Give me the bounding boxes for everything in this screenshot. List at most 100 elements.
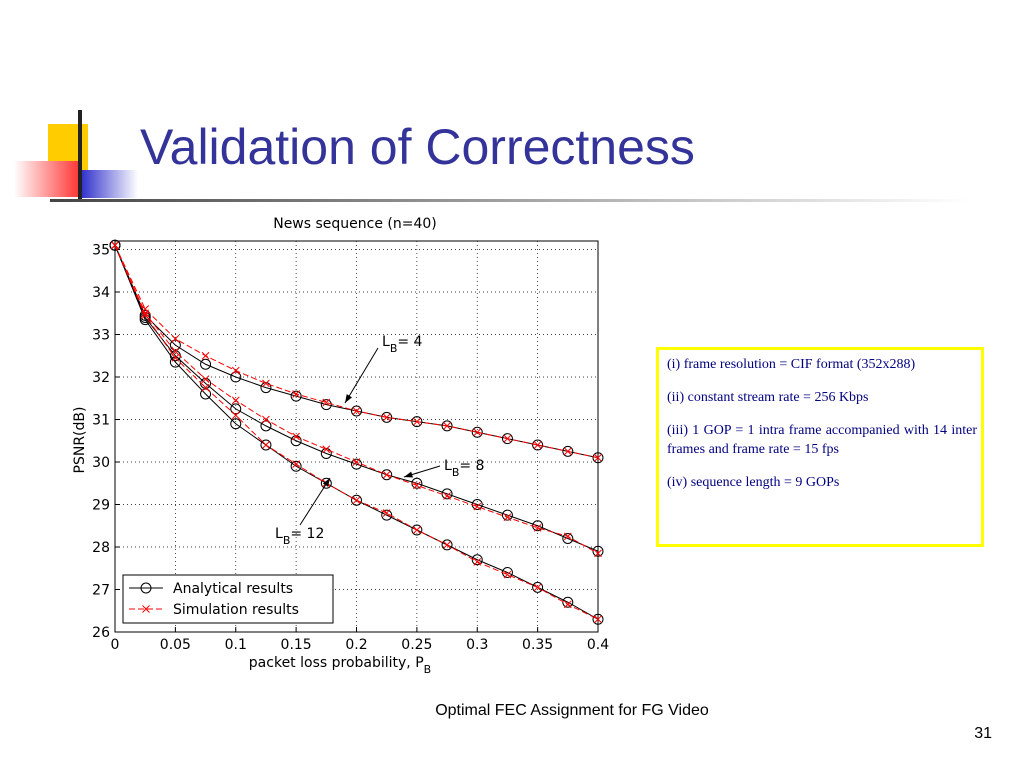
title-rule: [50, 199, 970, 202]
point-marker: [473, 558, 482, 566]
page-number: 31: [974, 725, 992, 742]
y-axis-label: PSNR(dB): [72, 407, 88, 474]
point-marker: [443, 492, 451, 500]
point-marker: [351, 494, 362, 506]
point-marker: [381, 509, 393, 521]
point-marker: [594, 453, 602, 462]
point-marker: [260, 382, 272, 394]
deco-blue: [82, 170, 138, 198]
point-marker: [533, 441, 542, 449]
point-marker: [501, 509, 513, 521]
point-marker: [351, 405, 362, 417]
point-marker: [381, 411, 393, 423]
point-marker: [471, 426, 483, 438]
point-marker: [169, 339, 181, 351]
point-marker: [290, 435, 302, 447]
point-marker: [501, 433, 513, 445]
point-marker: [352, 496, 361, 505]
note: (iv) sequence length = 9 GOPs: [667, 475, 840, 490]
legend-marker: [142, 605, 150, 613]
point-marker: [352, 458, 361, 466]
point-marker: [471, 554, 483, 566]
point-marker: [200, 358, 212, 370]
y-tick-label: 31: [92, 413, 110, 429]
point-marker: [443, 541, 451, 549]
x-tick-label: 0.15: [281, 637, 312, 653]
point-marker: [382, 470, 391, 479]
point-marker: [443, 422, 451, 430]
x-axis-label: packet loss probability, PB: [249, 655, 431, 676]
point-marker: [262, 415, 270, 424]
legend-label: Simulation results: [173, 602, 299, 618]
point-marker: [532, 581, 544, 593]
annotation-sub: B: [283, 534, 291, 547]
y-tick-label: 32: [92, 370, 110, 386]
y-tick-label: 35: [92, 243, 110, 259]
point-marker: [592, 613, 604, 625]
point-marker: [441, 420, 453, 432]
point-marker: [290, 390, 302, 402]
notes-box: (i) frame resolution = CIF format (352x2…: [656, 347, 984, 547]
note: (ii) constant stream rate = 256 Kbps: [667, 390, 869, 405]
point-marker: [290, 460, 302, 472]
point-marker: [382, 509, 391, 517]
x-tick-label: 0.05: [160, 637, 191, 653]
note: (iii) 1 GOP = 1 intra frame accompanied …: [667, 423, 977, 457]
x-tick-label: 0.2: [345, 637, 367, 653]
point-marker: [533, 524, 542, 532]
annotation: LB= 8: [444, 458, 484, 479]
point-marker: [292, 460, 300, 468]
annotation-arrow: [299, 477, 331, 526]
x-label-text: packet loss probability, P: [249, 655, 424, 671]
point-marker: [322, 398, 331, 407]
point-marker: [533, 583, 542, 592]
point-marker: [141, 311, 150, 320]
point-marker: [201, 375, 210, 383]
annotation-text: L: [275, 526, 283, 542]
point-marker: [503, 434, 512, 443]
point-marker: [320, 399, 332, 411]
point-marker: [141, 309, 150, 318]
y-tick-label: 33: [92, 328, 110, 344]
point-marker: [411, 416, 423, 428]
chart-title: News sequence (n=40): [273, 216, 437, 232]
point-marker: [562, 533, 574, 544]
point-marker: [413, 417, 421, 426]
annotation: LB= 12: [275, 526, 324, 547]
point-marker: [503, 513, 512, 522]
series-line: [114, 245, 599, 552]
point-marker: [201, 351, 210, 360]
point-marker: [322, 445, 331, 454]
legend-box: [122, 574, 334, 624]
point-marker: [171, 354, 180, 362]
point-marker: [562, 596, 574, 608]
arrow-head: [345, 394, 352, 403]
point-marker: [413, 481, 421, 490]
x-tick-label: 0.4: [587, 637, 609, 653]
x-tick-label: 0: [111, 637, 120, 653]
annotation-arrow: [344, 347, 379, 404]
point-marker: [111, 241, 119, 250]
x-tick-label: 0.3: [466, 637, 488, 653]
point-marker: [592, 545, 604, 557]
point-marker: [230, 418, 242, 430]
y-tick-label: 29: [92, 498, 110, 514]
x-tick-label: 0.25: [401, 637, 432, 653]
legend-marker: [140, 582, 152, 594]
annotation-text: L: [382, 334, 390, 350]
point-marker: [562, 445, 574, 457]
point-marker: [563, 600, 572, 609]
y-tick-label: 30: [92, 455, 110, 471]
point-marker: [109, 239, 121, 251]
point-marker: [532, 439, 544, 451]
point-marker: [171, 347, 180, 356]
y-tick-label: 27: [92, 583, 110, 599]
point-marker: [320, 477, 332, 489]
point-marker: [411, 524, 423, 536]
point-marker: [594, 549, 602, 558]
point-marker: [320, 448, 332, 459]
point-marker: [262, 441, 270, 449]
point-marker: [260, 439, 272, 451]
point-marker: [594, 615, 602, 624]
